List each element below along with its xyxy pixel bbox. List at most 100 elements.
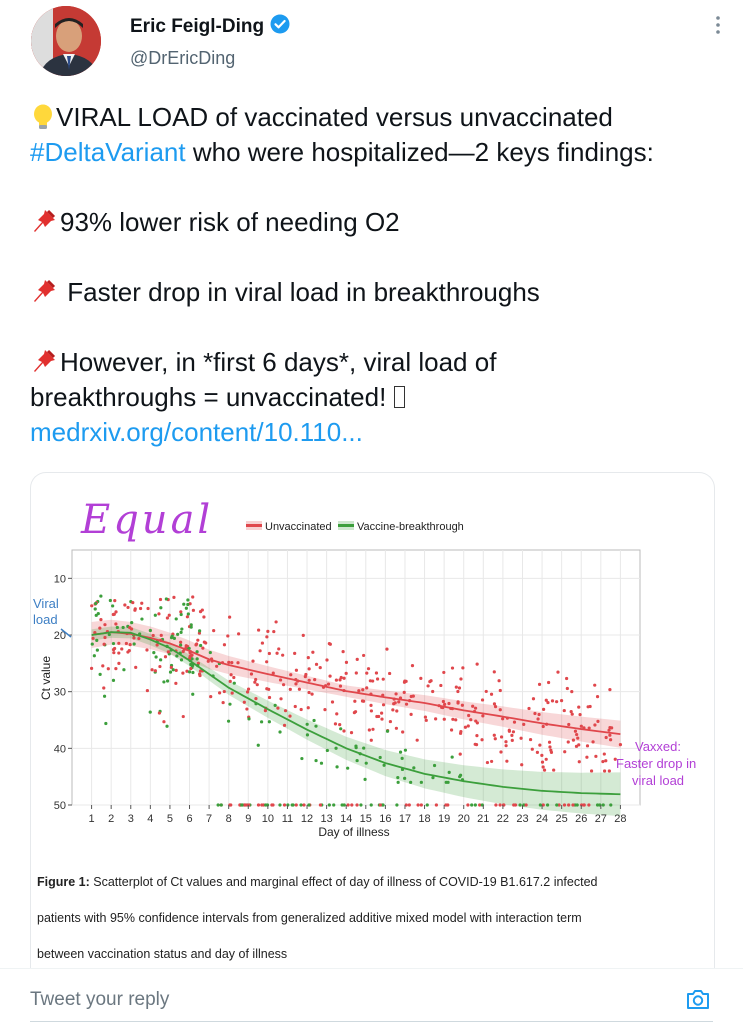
grid <box>72 550 640 806</box>
data-point <box>297 687 302 691</box>
data-point <box>355 657 359 661</box>
data-point <box>450 666 455 670</box>
data-point <box>380 711 384 715</box>
data-point <box>475 662 479 666</box>
vaxxed-note-3: viral load <box>632 773 684 788</box>
data-point <box>362 653 366 658</box>
data-point <box>545 803 550 807</box>
data-point <box>328 674 332 678</box>
data-point <box>229 673 233 677</box>
data-point <box>258 649 262 653</box>
data-point <box>276 706 280 710</box>
finding-3b: breakthroughs = unvaccinated! <box>30 382 394 412</box>
data-point <box>157 711 162 715</box>
data-point <box>505 759 509 763</box>
data-point <box>307 803 311 807</box>
data-point <box>114 667 118 671</box>
pushpin-icon <box>30 277 60 305</box>
data-point <box>540 753 544 757</box>
data-point <box>395 709 399 713</box>
data-point <box>398 750 403 754</box>
data-point <box>282 803 287 807</box>
data-point <box>541 724 545 729</box>
data-point <box>170 634 174 638</box>
data-point <box>221 700 225 705</box>
y-tick-label: 30 <box>54 687 66 699</box>
reply-input[interactable]: Tweet your reply <box>30 989 170 1010</box>
data-point <box>159 606 163 610</box>
data-point <box>585 755 589 759</box>
x-tick-label: 23 <box>516 813 528 825</box>
data-point <box>293 651 297 656</box>
data-point <box>367 728 371 732</box>
data-point <box>128 643 132 647</box>
data-point <box>148 710 152 714</box>
data-point <box>89 666 94 670</box>
data-point <box>609 738 613 742</box>
media-card[interactable]: Equal Unvaccinated Vaccine-breakthrough … <box>30 472 715 973</box>
data-point <box>201 646 205 650</box>
data-point <box>475 721 479 725</box>
medrxiv-link[interactable]: medrxiv.org/content/10.110... <box>30 417 363 447</box>
data-point <box>454 685 458 689</box>
fit-line-breakthrough <box>91 631 621 796</box>
data-point <box>424 718 428 722</box>
data-point <box>439 683 443 688</box>
data-point <box>99 618 103 622</box>
data-point <box>431 776 435 780</box>
data-point <box>473 803 477 807</box>
data-point <box>267 651 271 656</box>
chart-legend: Unvaccinated Vaccine-breakthrough <box>246 521 464 533</box>
viral-load-label-2: load <box>33 612 58 627</box>
author-handle[interactable]: @DrEricDing <box>130 48 236 68</box>
data-point <box>169 665 173 669</box>
data-point <box>232 681 236 685</box>
author-name-text[interactable]: Eric Feigl-Ding <box>130 16 265 37</box>
hashtag-link[interactable]: #DeltaVariant <box>30 137 186 167</box>
more-options-icon[interactable] <box>710 14 726 36</box>
data-point <box>333 722 338 726</box>
data-point <box>137 636 141 641</box>
data-point <box>272 629 276 634</box>
data-point <box>489 692 494 696</box>
x-tick-label: 5 <box>167 813 173 825</box>
data-point <box>219 803 223 807</box>
data-point <box>480 738 484 742</box>
data-point <box>601 803 605 807</box>
data-point <box>498 708 502 712</box>
avatar[interactable] <box>31 6 101 76</box>
data-point <box>381 677 385 681</box>
data-point <box>130 621 134 625</box>
data-point <box>307 678 311 682</box>
data-point <box>595 803 600 807</box>
data-point <box>327 803 331 807</box>
data-point <box>559 699 564 703</box>
data-point <box>557 803 561 807</box>
author-name[interactable]: Eric Feigl-Ding <box>130 14 290 40</box>
data-point <box>442 717 446 721</box>
data-point <box>155 643 159 647</box>
data-point <box>95 638 99 642</box>
data-point <box>151 633 155 638</box>
camera-icon[interactable] <box>685 987 711 1016</box>
data-point <box>349 731 354 735</box>
data-point <box>209 695 213 699</box>
y-tick-label: 40 <box>54 743 66 755</box>
data-point <box>426 684 430 688</box>
data-point <box>466 803 470 807</box>
data-point <box>172 636 177 640</box>
data-point <box>311 650 315 654</box>
finding-1: 93% lower risk of needing O2 <box>60 207 400 237</box>
data-point <box>106 667 110 671</box>
data-point <box>153 669 157 673</box>
data-point <box>596 719 600 723</box>
data-point <box>369 703 373 707</box>
data-point <box>570 690 574 694</box>
x-tick-label: 15 <box>360 813 372 825</box>
data-point <box>361 688 365 692</box>
data-point <box>549 748 553 752</box>
data-point <box>585 744 590 748</box>
data-point <box>103 623 107 627</box>
x-tick-label: 14 <box>340 813 352 825</box>
data-point <box>99 594 103 598</box>
